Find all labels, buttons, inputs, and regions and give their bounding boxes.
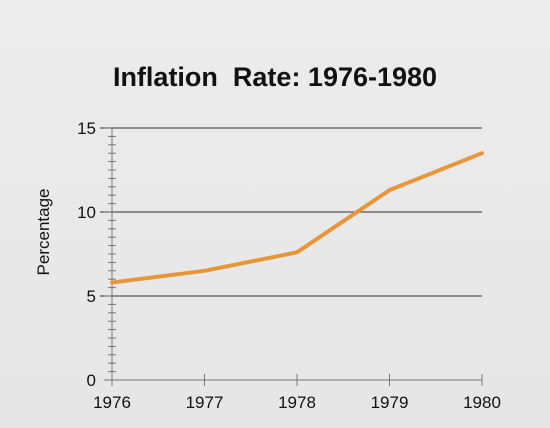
- y-tick-label-0: 0: [87, 371, 96, 390]
- x-tick-label-1980: 1980: [463, 393, 501, 412]
- y-tick-label-15: 15: [77, 119, 96, 138]
- y-tick-label-10: 10: [77, 203, 96, 222]
- x-tick-label-1976: 1976: [93, 393, 131, 412]
- x-tick-label-1979: 1979: [371, 393, 409, 412]
- x-tick-label-1978: 1978: [278, 393, 316, 412]
- y-axis-label: Percentage: [34, 189, 53, 276]
- x-tick-label-1977: 1977: [186, 393, 224, 412]
- y-tick-label-5: 5: [87, 287, 96, 306]
- series-line-0: [110, 151, 484, 285]
- chart-title: Inflation Rate: 1976-1980: [112, 62, 438, 92]
